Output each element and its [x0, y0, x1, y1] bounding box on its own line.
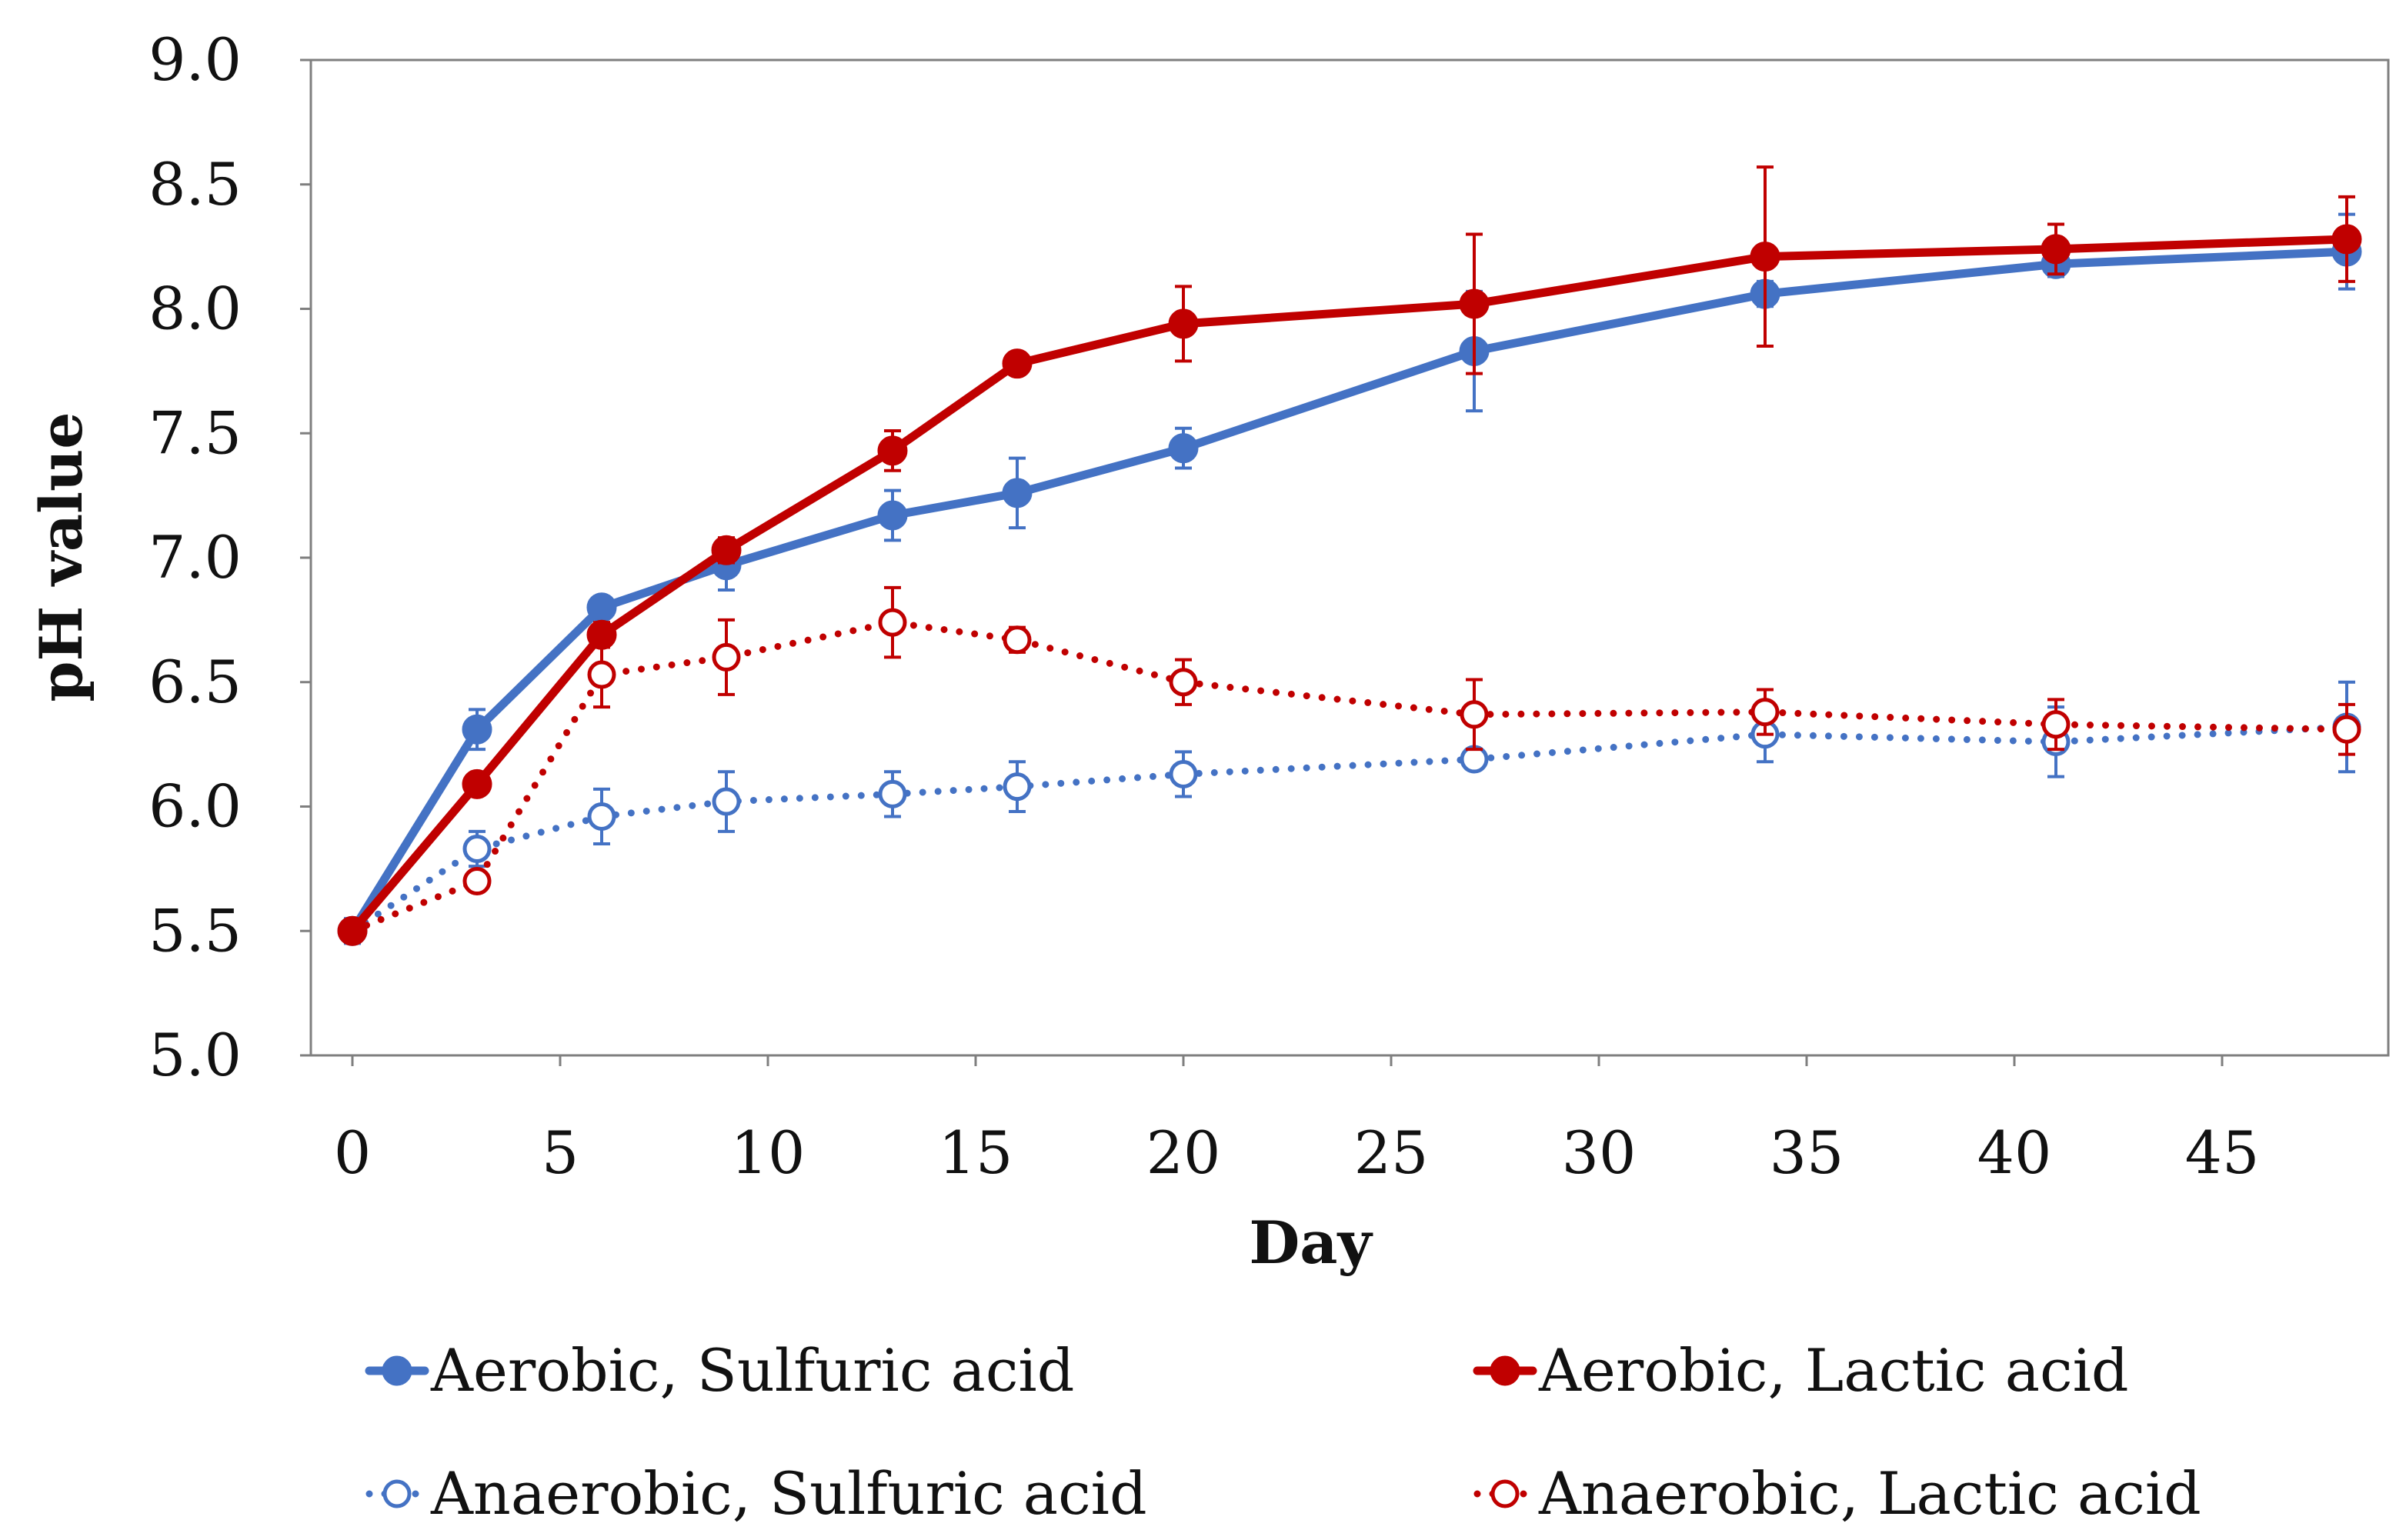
x-tick-label: 25 [1354, 1118, 1429, 1187]
data-point [877, 500, 908, 531]
x-axis-ticks: 0 5 10 15 20 25 30 35 40 45 [334, 1055, 2260, 1187]
x-tick-label: 15 [939, 1118, 1013, 1187]
legend-label: Aerobic, Lactic acid [1538, 1336, 2129, 1405]
y-tick-label: 9.0 [148, 25, 242, 94]
data-point [712, 642, 741, 672]
data-point [2332, 715, 2361, 744]
y-tick-label: 7.0 [148, 523, 242, 592]
data-point [586, 619, 617, 650]
data-point [586, 592, 617, 623]
legend-marker [382, 1479, 412, 1508]
series-4 [338, 585, 2361, 945]
legend-marker [1490, 1479, 1520, 1508]
data-point [587, 802, 616, 831]
data-point [1168, 308, 1199, 339]
data-point [878, 779, 907, 808]
legend: Aerobic, Sulfuric acid Aerobic, Lactic ac… [365, 1336, 2201, 1528]
y-tick-label: 6.5 [148, 648, 242, 716]
legend-item: Anaerobic, Sulfuric acid [365, 1459, 1147, 1528]
y-axis-ticks: 5.0 5.5 6.0 6.5 7.0 7.5 8.0 8.5 9.0 [148, 25, 311, 1089]
x-tick-label: 40 [1977, 1118, 2052, 1187]
data-point [1002, 478, 1033, 508]
data-point [462, 867, 492, 896]
data-point [337, 915, 368, 946]
data-point [2041, 710, 2071, 739]
x-tick-label: 35 [1770, 1118, 1844, 1187]
data-point [1169, 668, 1198, 697]
plot-area [309, 58, 2390, 1057]
data-point [2331, 224, 2362, 255]
legend-item: Anaerobic, Lactic acid [1473, 1459, 2201, 1528]
x-tick-label: 5 [542, 1118, 579, 1187]
data-point [1750, 242, 1780, 272]
data-point [462, 714, 492, 745]
data-point [711, 535, 742, 565]
x-tick-label: 20 [1146, 1118, 1221, 1187]
data-point [1750, 698, 1780, 727]
data-point [462, 834, 492, 863]
data-point [1169, 759, 1198, 788]
legend-item: Aerobic, Sulfuric acid [365, 1336, 1074, 1405]
data-point [587, 660, 616, 689]
legend-marker [1490, 1355, 1520, 1386]
x-axis-title: Day [1249, 1208, 1373, 1277]
data-point [462, 768, 492, 799]
series-2 [337, 165, 2362, 946]
data-point [2041, 234, 2071, 265]
legend-marker [382, 1355, 412, 1386]
y-tick-label: 5.5 [148, 896, 242, 965]
y-tick-label: 5.0 [148, 1021, 242, 1089]
data-point [1003, 625, 1032, 655]
data-point [878, 608, 907, 637]
legend-label: Anaerobic, Sulfuric acid [430, 1459, 1147, 1528]
data-point [1003, 772, 1032, 802]
data-point [877, 435, 908, 466]
y-tick-label: 7.5 [148, 398, 242, 467]
y-tick-label: 6.0 [148, 772, 242, 841]
data-point [1168, 433, 1199, 464]
x-tick-label: 30 [1562, 1118, 1637, 1187]
series-layer [337, 165, 2362, 946]
legend-item: Aerobic, Lactic acid [1473, 1336, 2129, 1405]
x-tick-label: 10 [731, 1118, 806, 1187]
y-tick-label: 8.5 [148, 150, 242, 218]
data-point [1002, 348, 1033, 379]
data-point [712, 787, 741, 816]
y-tick-label: 8.0 [148, 275, 242, 343]
x-tick-label: 45 [2185, 1118, 2260, 1187]
y-axis-title: pH value [27, 412, 95, 702]
x-tick-label: 0 [334, 1118, 371, 1187]
legend-label: Aerobic, Sulfuric acid [430, 1336, 1074, 1405]
data-point [1460, 700, 1489, 729]
data-point [1459, 288, 1490, 319]
legend-label: Anaerobic, Lactic acid [1538, 1459, 2201, 1528]
